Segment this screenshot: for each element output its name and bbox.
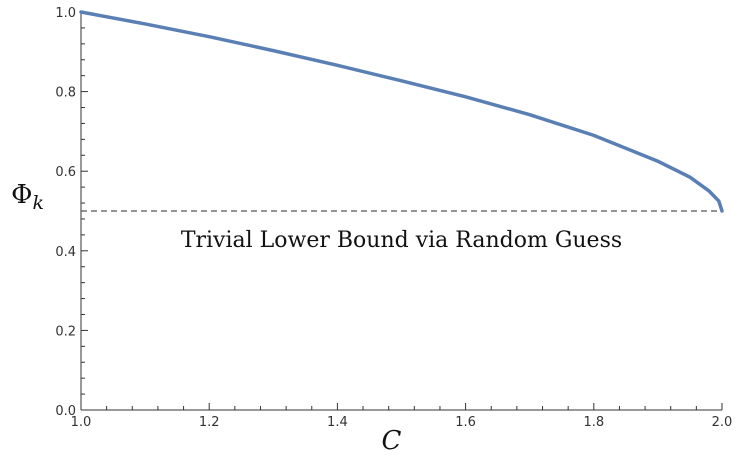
x-tick-label: 2.0 (712, 415, 733, 430)
y-axis-title-main: Φ (11, 180, 32, 210)
x-tick-label: 1.6 (455, 415, 476, 430)
y-axis-title: Φk (11, 180, 44, 214)
x-axis-ticks: 1.0 1.2 1.4 1.6 1.8 2.0 (71, 403, 733, 430)
x-tick-label: 1.4 (327, 415, 348, 430)
x-tick-label: 1.0 (71, 415, 92, 430)
series-line (79, 10, 724, 213)
x-tick-label: 1.8 (583, 415, 604, 430)
y-tick-label: 0.6 (55, 165, 76, 180)
y-tick-label: 1.0 (55, 6, 76, 21)
x-axis-title: C (382, 426, 402, 455)
y-tick-label: 0.0 (55, 404, 76, 419)
y-tick-label: 0.4 (55, 245, 76, 260)
y-axis-title-subscript: k (32, 192, 44, 214)
y-axis-ticks: 0.0 0.2 0.4 0.6 0.8 1.0 (55, 6, 88, 419)
y-tick-label: 0.2 (55, 324, 76, 339)
x-tick-label: 1.2 (199, 415, 220, 430)
annotation-text: Trivial Lower Bound via Random Guess (181, 228, 622, 253)
y-tick-label: 0.8 (55, 86, 76, 101)
